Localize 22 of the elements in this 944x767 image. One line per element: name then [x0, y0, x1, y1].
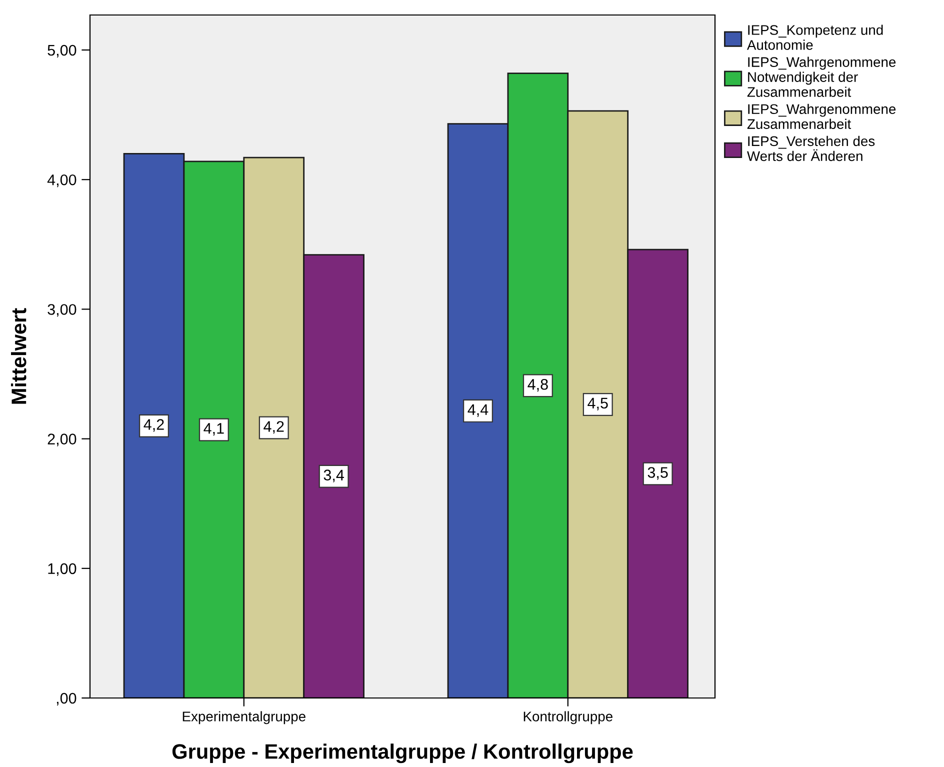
data-label: 4,2 [264, 421, 284, 434]
x-tick-label: Experimentalgruppe [182, 711, 306, 724]
y-axis-title: Mittelwert [10, 308, 26, 404]
data-label: 4,4 [468, 404, 488, 417]
legend-label: IEPS_Wahrgenommene Zusammenarbeit [747, 104, 896, 129]
legend-label: IEPS_Kompetenz und Autonomie [746, 24, 883, 50]
legend-label: IEPS_Verstehen des Werts der Änderen [747, 136, 875, 162]
y-tick-label: 4,00 [47, 174, 76, 188]
y-tick-label: 5,00 [48, 44, 76, 58]
y-tick-label: ,00 [56, 692, 76, 706]
data-label: 4,8 [528, 378, 548, 392]
y-tick-label: 1,00 [48, 563, 76, 576]
data-label: 4,1 [204, 423, 224, 436]
y-tick-label: 3,00 [48, 304, 76, 317]
data-label: 4,2 [144, 419, 164, 432]
y-tick-label: 2,00 [48, 434, 76, 446]
data-label: 4,5 [588, 398, 608, 410]
x-tick-label: Kontrollgruppe [524, 711, 612, 724]
x-axis-title: Gruppe - Experimentalgruppe / Kontrollgruppe [172, 744, 633, 764]
data-label: 3,5 [648, 467, 668, 480]
data-label: 3,4 [324, 470, 344, 482]
legend-label: IEPS_Wahrgenommene Notwendigkeit der Zusammenarbeit [747, 56, 896, 97]
